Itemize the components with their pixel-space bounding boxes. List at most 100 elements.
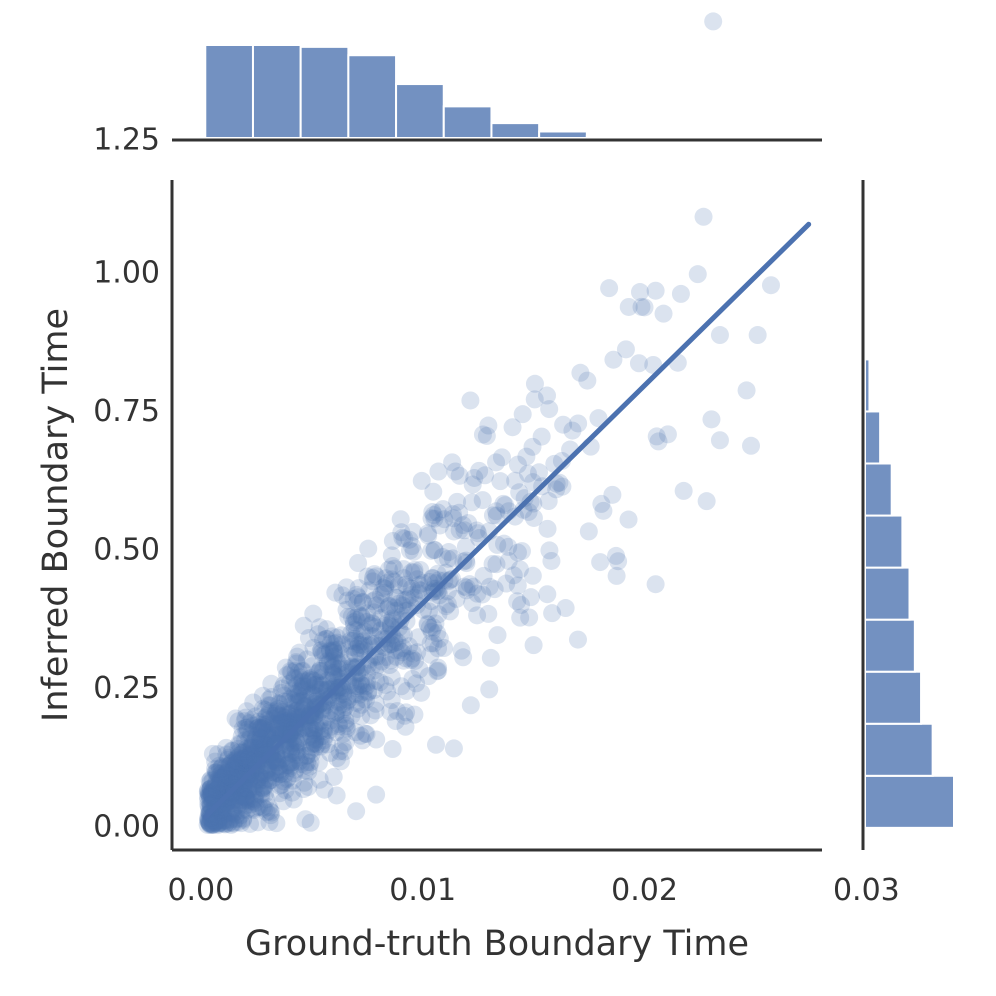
scatter-point — [264, 709, 283, 728]
scatter-point — [226, 750, 245, 769]
scatter-point — [276, 712, 295, 731]
scatter-point — [217, 745, 236, 764]
scatter-point — [278, 703, 297, 722]
scatter-point — [329, 715, 348, 734]
scatter-point — [395, 590, 414, 609]
scatter-point — [646, 575, 665, 594]
scatter-point — [224, 775, 243, 794]
scatter-point — [499, 537, 518, 556]
scatter-point — [207, 781, 226, 800]
scatter-point — [433, 548, 452, 567]
scatter-point — [233, 765, 252, 784]
scatter-point — [320, 720, 339, 739]
scatter-point — [394, 651, 413, 670]
scatter-point — [267, 814, 286, 833]
scatter-point — [366, 590, 385, 609]
scatter-point — [311, 737, 330, 756]
scatter-point — [241, 748, 260, 767]
scatter-point — [363, 614, 382, 633]
scatter-point — [214, 768, 233, 787]
scatter-point — [293, 700, 312, 719]
scatter-point — [238, 720, 257, 739]
scatter-point — [219, 788, 238, 807]
scatter-point — [206, 763, 225, 782]
scatter-point — [251, 768, 270, 787]
scatter-point — [336, 698, 355, 717]
scatter-point — [310, 770, 329, 789]
scatter-point — [361, 626, 380, 645]
scatter-point — [233, 720, 252, 739]
scatter-point — [479, 604, 498, 623]
scatter-point — [270, 695, 289, 714]
scatter-point — [382, 691, 401, 710]
scatter-point — [480, 680, 499, 699]
scatter-point — [424, 634, 443, 653]
scatter-point — [483, 554, 502, 573]
scatter-point — [646, 281, 665, 300]
scatter-point — [429, 658, 448, 677]
scatter-point — [222, 767, 241, 786]
scatter-point — [443, 453, 462, 472]
scatter-point — [424, 618, 443, 637]
scatter-point — [540, 400, 559, 419]
scatter-point — [511, 608, 530, 627]
scatter-point — [258, 722, 277, 741]
scatter-point — [281, 743, 300, 762]
scatter-point — [287, 732, 306, 751]
scatter-point — [424, 579, 443, 598]
scatter-point — [199, 783, 218, 802]
scatter-point — [277, 723, 296, 742]
scatter-point — [276, 708, 295, 727]
scatter-point — [702, 410, 721, 429]
scatter-point — [353, 658, 372, 677]
scatter-point — [459, 514, 478, 533]
scatter-point — [242, 737, 261, 756]
scatter-point — [350, 685, 369, 704]
scatter-point — [392, 677, 411, 696]
scatter-point — [276, 764, 295, 783]
scatter-point — [200, 787, 219, 806]
scatter-point — [327, 703, 346, 722]
scatter-point — [254, 779, 273, 798]
scatter-point — [550, 473, 569, 492]
scatter-point — [609, 552, 628, 571]
scatter-point — [201, 815, 220, 834]
scatter-point — [207, 763, 226, 782]
y-tick-label: 0.75 — [93, 394, 160, 429]
scatter-point — [293, 661, 312, 680]
scatter-point — [275, 716, 294, 735]
scatter-point — [289, 662, 308, 681]
scatter-point — [249, 750, 268, 769]
scatter-point — [468, 584, 487, 603]
scatter-point — [286, 693, 305, 712]
scatter-point — [242, 710, 261, 729]
scatter-point — [268, 720, 287, 739]
scatter-point — [393, 596, 412, 615]
scatter-point — [244, 800, 263, 819]
scatter-point — [487, 555, 506, 574]
scatter-point — [278, 711, 297, 730]
x-histogram-bar — [204, 44, 254, 139]
scatter-point — [607, 566, 626, 585]
scatter-point — [320, 701, 339, 720]
scatter-point — [250, 728, 269, 747]
scatter-point — [314, 645, 333, 664]
scatter-point — [260, 690, 279, 709]
scatter-point — [508, 455, 527, 474]
scatter-point — [296, 756, 315, 775]
scatter-point — [401, 541, 420, 560]
scatter-point — [287, 653, 306, 672]
scatter-point — [383, 531, 402, 550]
scatter-point — [553, 477, 572, 496]
scatter-point — [428, 564, 447, 583]
scatter-point — [234, 755, 253, 774]
scatter-point — [538, 386, 557, 405]
scatter-point — [238, 750, 257, 769]
scatter-point — [247, 740, 266, 759]
scatter-point — [385, 598, 404, 617]
scatter-point — [267, 701, 286, 720]
scatter-point — [288, 701, 307, 720]
scatter-point — [312, 643, 331, 662]
scatter-point — [264, 719, 283, 738]
scatter-point — [304, 724, 323, 743]
